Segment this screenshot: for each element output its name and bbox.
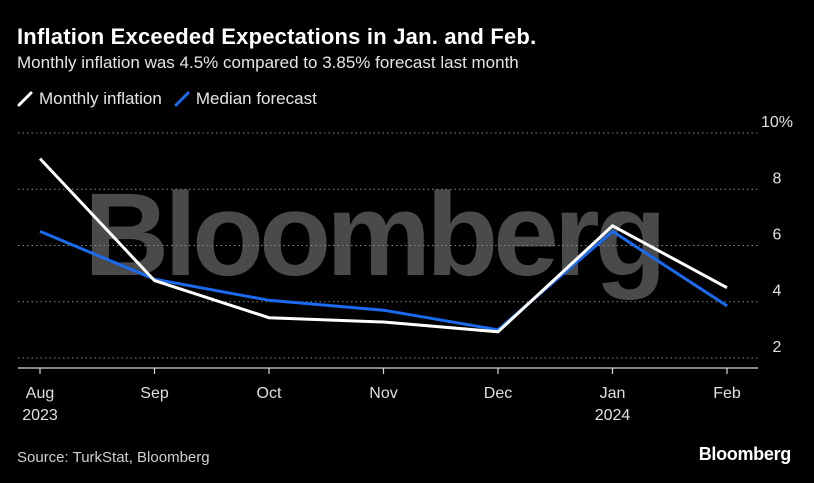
- chart-subtitle: Monthly inflation was 4.5% compared to 3…: [17, 53, 519, 72]
- x-tick-label-jan: Jan: [600, 385, 626, 402]
- x-tick-label-feb: Feb: [713, 385, 741, 402]
- x-tick-label-dec: Dec: [484, 385, 512, 402]
- bloomberg-logo: Bloomberg: [698, 444, 792, 464]
- legend-line-white: [17, 91, 33, 107]
- x-tick-sublabel-2023: 2023: [22, 407, 58, 424]
- legend-item-monthly-inflation: Monthly inflation: [17, 89, 162, 109]
- x-tick-label-aug: Aug: [26, 385, 54, 402]
- legend-label-median-forecast: Median forecast: [195, 89, 317, 108]
- x-tick-sublabel-2024: 2024: [595, 407, 631, 424]
- legend-swatch-median-forecast: [174, 91, 190, 107]
- y-tick-label-6: 6: [773, 227, 782, 244]
- chart-title: Inflation Exceeded Expectations in Jan. …: [17, 24, 537, 49]
- legend-line-blue: [174, 91, 190, 107]
- x-tick-label-nov: Nov: [369, 385, 397, 402]
- y-tick-label-4: 4: [773, 283, 782, 300]
- source-note: Source: TurkStat, Bloomberg: [17, 449, 210, 466]
- y-tick-label-10: 10%: [761, 114, 793, 131]
- y-tick-label-8: 8: [773, 170, 782, 187]
- legend: Monthly inflation Median forecast: [17, 89, 329, 109]
- legend-label-monthly-inflation: Monthly inflation: [39, 89, 162, 108]
- watermark-text: Bloomberg: [84, 169, 662, 301]
- legend-item-median-forecast: Median forecast: [174, 89, 317, 109]
- x-tick-label-sep: Sep: [140, 385, 169, 402]
- x-tick-label-oct: Oct: [257, 385, 282, 402]
- y-tick-label-2: 2: [773, 339, 782, 356]
- legend-swatch-monthly-inflation: [17, 91, 33, 107]
